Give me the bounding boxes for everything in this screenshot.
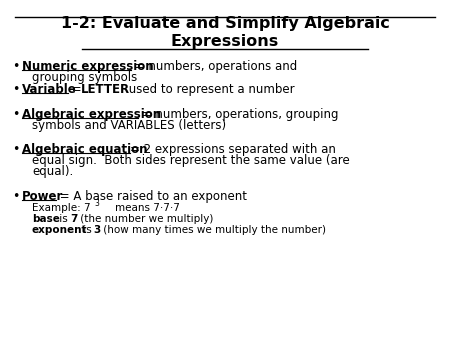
Text: •: •: [12, 190, 19, 203]
Text: equal sign.  Both sides represent the same value (are: equal sign. Both sides represent the sam…: [32, 154, 350, 167]
Text: Example: 7: Example: 7: [32, 203, 90, 213]
Text: symbols and VARIABLES (letters): symbols and VARIABLES (letters): [32, 119, 226, 132]
Text: means 7·7·7: means 7·7·7: [102, 203, 180, 213]
Text: Variable: Variable: [22, 83, 77, 96]
Text: = A base raised to an exponent: = A base raised to an exponent: [56, 190, 247, 203]
Text: is: is: [80, 225, 95, 235]
Text: Algebraic equation: Algebraic equation: [22, 143, 148, 156]
Text: 1-2: Evaluate and Simplify Algebraic: 1-2: Evaluate and Simplify Algebraic: [61, 16, 389, 31]
Text: 3: 3: [94, 199, 99, 209]
Text: •: •: [12, 108, 19, 121]
Text: (the number we multiply): (the number we multiply): [77, 214, 213, 224]
Text: •: •: [12, 60, 19, 73]
Text: (how many times we multiply the number): (how many times we multiply the number): [100, 225, 326, 235]
Text: Expressions: Expressions: [171, 34, 279, 49]
Text: =: =: [68, 83, 86, 96]
Text: Power: Power: [22, 190, 63, 203]
Text: Algebraic expression: Algebraic expression: [22, 108, 161, 121]
Text: = numbers, operations and: = numbers, operations and: [131, 60, 297, 73]
Text: •: •: [12, 83, 19, 96]
Text: = 2 expressions separated with an: = 2 expressions separated with an: [130, 143, 336, 156]
Text: = numbers, operations, grouping: = numbers, operations, grouping: [138, 108, 338, 121]
Text: used to represent a number: used to represent a number: [125, 83, 295, 96]
Text: •: •: [12, 143, 19, 156]
Text: LETTER: LETTER: [81, 83, 130, 96]
Text: Numeric expression: Numeric expression: [22, 60, 153, 73]
Text: is: is: [56, 214, 71, 224]
Text: 3: 3: [93, 225, 100, 235]
Text: equal).: equal).: [32, 165, 73, 178]
Text: 7: 7: [70, 214, 77, 224]
Text: grouping symbols: grouping symbols: [32, 71, 137, 84]
Text: exponent: exponent: [32, 225, 87, 235]
Text: base: base: [32, 214, 60, 224]
